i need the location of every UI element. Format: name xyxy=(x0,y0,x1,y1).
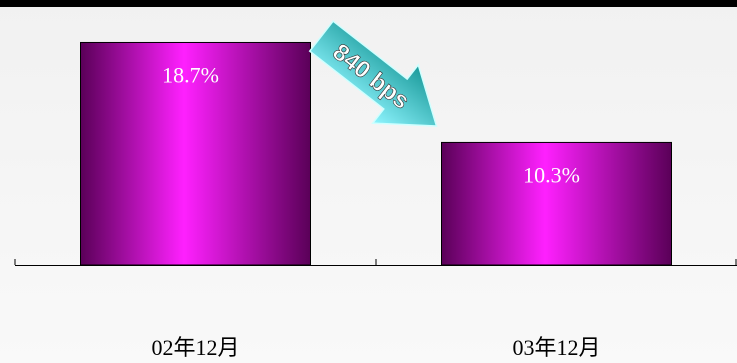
bar-value-label: 10.3% xyxy=(523,162,580,187)
x-tick-label: 03年12月 xyxy=(512,335,600,360)
bar-value-label: 18.7% xyxy=(162,62,219,87)
bar-2 xyxy=(441,141,672,266)
bar-1 xyxy=(80,41,311,266)
x-tick-label: 02年12月 xyxy=(151,335,239,360)
bps-change-arrow: 840 bps xyxy=(308,20,438,127)
arrow-shape xyxy=(308,20,438,127)
top-band xyxy=(0,0,737,7)
